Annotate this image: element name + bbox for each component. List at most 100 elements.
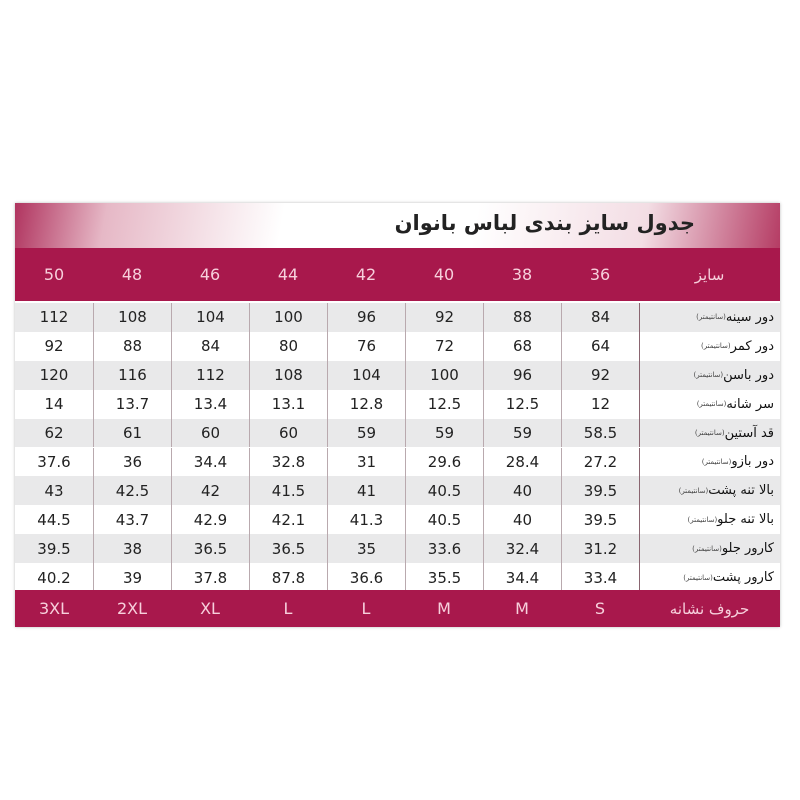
value-cell: 59 [327, 418, 405, 448]
value-cell: 88 [483, 303, 561, 332]
value-cell: 13.1 [249, 389, 327, 419]
value-cell: 40.2 [37, 568, 71, 587]
unit-label: (سانتیمتر) [701, 457, 732, 466]
measurement-name: بالا تنه پشت [708, 483, 774, 499]
value-cell: 100 [405, 360, 483, 390]
measurement-name: دور کمر [730, 338, 774, 354]
value-cell: 104 [171, 303, 249, 332]
value-cell: 36.5 [249, 534, 327, 564]
value-cell: 64 [561, 331, 639, 361]
value-cell: 13.4 [171, 389, 249, 419]
size-header-label: سایز [694, 265, 725, 284]
value-cell: 61 [93, 418, 171, 448]
value-cell: 60 [171, 418, 249, 448]
size-header: 46 [199, 265, 221, 284]
chart-title: جدول سایز بندی لباس بانوان [394, 211, 695, 235]
value-cell: 120 [39, 366, 69, 385]
footer-row: 3XL 2XL XL L L M M S حروف نشانه [15, 590, 780, 627]
unit-label: (سانتیمتر) [694, 429, 725, 438]
row-label: کارور پشت (سانتیمتر) [639, 563, 780, 592]
row-label: دور باسن (سانتیمتر) [639, 360, 780, 390]
value-cell: 41.5 [249, 476, 327, 506]
row-label: سر شانه (سانتیمتر) [639, 389, 780, 419]
size-header: 50 [43, 265, 65, 284]
measurement-name: کارور پشت [712, 570, 774, 586]
value-cell: 12.8 [327, 389, 405, 419]
value-cell: 37.6 [37, 452, 71, 471]
value-cell: 104 [327, 360, 405, 390]
value-cell: 38 [93, 534, 171, 564]
value-cell: 36.5 [171, 534, 249, 564]
value-cell: 87.8 [249, 563, 327, 592]
size-letter: S [594, 599, 606, 618]
value-cell: 29.6 [405, 447, 483, 477]
value-cell: 76 [327, 331, 405, 361]
value-cell: 42.5 [93, 476, 171, 506]
value-cell: 43.7 [93, 505, 171, 535]
value-cell: 80 [249, 331, 327, 361]
unit-label: (سانتیمتر) [696, 313, 726, 322]
value-cell: 13.7 [93, 389, 171, 419]
title-band: جدول سایز بندی لباس بانوان [15, 203, 780, 248]
row-label: دور کمر (سانتیمتر) [639, 331, 780, 361]
size-letter: XL [200, 599, 220, 618]
table-row: 92 88 84 80 76 72 68 64 دور کمر (سانتیمتر) [15, 331, 780, 361]
value-cell: 35.5 [405, 563, 483, 592]
measurement-name: کارور جلو [721, 541, 774, 557]
size-header: 40 [433, 265, 455, 284]
value-cell: 84 [561, 303, 639, 332]
value-cell: 33.6 [405, 534, 483, 564]
value-cell: 68 [483, 331, 561, 361]
value-cell: 40.5 [405, 476, 483, 506]
table-row: 112 108 104 100 96 92 88 84 دور سینه (سانتیمتر) [15, 303, 780, 332]
value-cell: 44.5 [37, 510, 71, 529]
table-row: 120 116 112 108 104 100 96 92 دور باسن (سانتیمتر) [15, 360, 780, 390]
value-cell: 41.3 [327, 505, 405, 535]
unit-label: (سانتیمتر) [687, 515, 718, 524]
value-cell: 41 [327, 476, 405, 506]
measurement-name: بالا تنه جلو [717, 512, 774, 528]
value-cell: 33.4 [561, 563, 639, 592]
value-cell: 31 [327, 447, 405, 477]
unit-label: (سانتیمتر) [700, 342, 731, 351]
value-cell: 39.5 [561, 505, 639, 535]
measurement-name: سر شانه [726, 396, 774, 412]
value-cell: 58.5 [561, 418, 639, 448]
value-cell: 59 [405, 418, 483, 448]
value-cell: 39.5 [561, 476, 639, 506]
row-label: بالا تنه جلو (سانتیمتر) [639, 505, 780, 535]
value-cell: 112 [171, 360, 249, 390]
size-letter: L [361, 599, 371, 618]
value-cell: 84 [171, 331, 249, 361]
value-cell: 42.9 [171, 505, 249, 535]
value-cell: 42.1 [249, 505, 327, 535]
table-row: 44.5 43.7 42.9 42.1 41.3 40.5 40 39.5 بالا تنه ج… [15, 505, 780, 535]
value-cell: 31.2 [561, 534, 639, 564]
table-row: 37.6 36 34.4 32.8 31 29.6 28.4 27.2 دور بازو (سان… [15, 447, 780, 477]
value-cell: 92 [44, 337, 64, 356]
unit-label: (سانتیمتر) [693, 371, 724, 380]
row-label: دور سینه (سانتیمتر) [639, 303, 780, 332]
size-chart: جدول سایز بندی لباس بانوان 50 48 46 44 42 40 3… [15, 203, 780, 627]
size-letter: M [515, 599, 529, 618]
value-cell: 100 [249, 303, 327, 332]
value-cell: 72 [405, 331, 483, 361]
header-row: 50 48 46 44 42 40 38 36 سایز [15, 248, 780, 301]
value-cell: 12.5 [483, 389, 561, 419]
value-cell: 42 [171, 476, 249, 506]
value-cell: 32.4 [483, 534, 561, 564]
unit-label: (سانتیمتر) [696, 400, 727, 409]
value-cell: 112 [39, 308, 69, 327]
value-cell: 116 [93, 360, 171, 390]
value-cell: 96 [327, 303, 405, 332]
size-header: 38 [511, 265, 533, 284]
value-cell: 62 [44, 424, 64, 443]
value-cell: 92 [561, 360, 639, 390]
value-cell: 40 [483, 505, 561, 535]
row-label: بالا تنه پشت (سانتیمتر) [639, 476, 780, 506]
value-cell: 34.4 [171, 447, 249, 477]
value-cell: 37.8 [171, 563, 249, 592]
table-row: 62 61 60 60 59 59 59 58.5 قد آستین (سانتیمتر) [15, 418, 780, 448]
table-row: 14 13.7 13.4 13.1 12.8 12.5 12.5 12 سر شانه (سانت… [15, 389, 780, 419]
size-header: 44 [277, 265, 299, 284]
